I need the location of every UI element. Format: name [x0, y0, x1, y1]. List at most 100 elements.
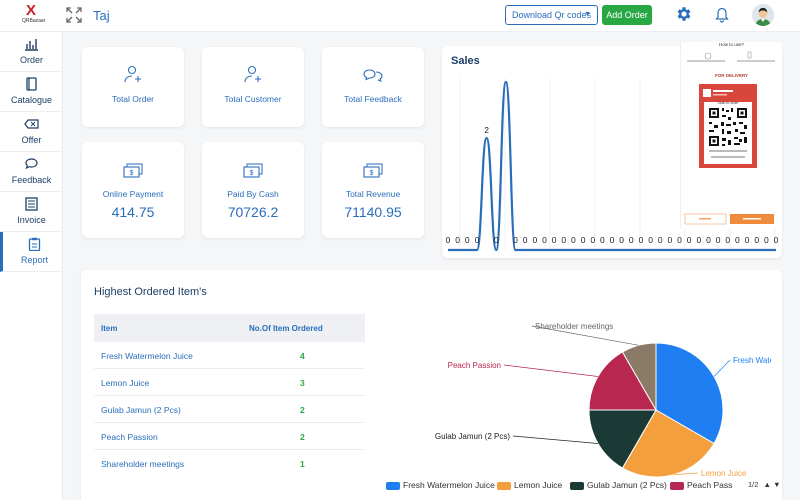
- sidebar-item-catalogue[interactable]: Catalogue: [0, 72, 63, 112]
- item-name: Shareholder meetings: [101, 459, 185, 469]
- app-logo[interactable]: X QRBazaar: [22, 2, 46, 27]
- sales-data-label: 0: [716, 235, 721, 245]
- column-item: Item: [101, 324, 118, 333]
- sales-title: Sales: [451, 55, 480, 67]
- legend-item[interactable]: Gulab Jamun (2 Pcs): [570, 480, 667, 490]
- sidebar-item-offer[interactable]: Offer: [0, 112, 63, 152]
- download-qr-button[interactable]: Download Qr codes ▼: [505, 5, 598, 25]
- sidebar-item-order[interactable]: Order: [0, 32, 63, 72]
- pie-slice-label: Lemon Juice: [701, 469, 747, 478]
- sales-data-label: 0: [754, 235, 759, 245]
- total-feedback-card[interactable]: Total Feedback: [322, 47, 424, 127]
- sales-data-label: 0: [764, 235, 769, 245]
- pie-slice-label: Shareholder meetings: [535, 322, 613, 331]
- download-qr-label: Download Qr codes: [512, 10, 592, 20]
- sales-series-line: [448, 80, 776, 252]
- online-payment-value: 414.75: [111, 204, 155, 220]
- sidebar-item-label: Offer: [21, 135, 42, 145]
- cash-icon: $: [363, 163, 383, 178]
- legend-item[interactable]: Fresh Watermelon Juice: [386, 480, 495, 490]
- sales-data-label: 0: [455, 235, 460, 245]
- sales-data-label: 0: [668, 235, 673, 245]
- pager-up-icon[interactable]: ▲: [763, 480, 771, 489]
- pie-slice[interactable]: [655, 342, 724, 445]
- pie-slice-label: Peach Passion: [448, 361, 501, 370]
- paid-by-cash-label: Paid By Cash: [227, 189, 279, 199]
- legend-pager: 1/2 ▲ ▼: [748, 480, 781, 489]
- paid-by-cash-value: 70726.2: [227, 204, 279, 220]
- legend-label: Fresh Watermelon Juice: [403, 480, 495, 490]
- sales-data-label: 0: [696, 235, 701, 245]
- qr-card-graphic: [684, 51, 775, 225]
- bell-icon[interactable]: [715, 7, 729, 23]
- pie-label-leader: [673, 472, 699, 476]
- user-avatar-icon: [752, 4, 774, 26]
- caret-down-icon: ▼: [584, 11, 591, 18]
- pie-slice-label: Fresh Watermelon Juice: [733, 356, 771, 365]
- legend-swatch: [497, 481, 511, 490]
- sales-data-label: 0: [552, 235, 557, 245]
- pie-legend: Fresh Watermelon Juice Lemon Juice Gulab…: [386, 480, 786, 494]
- sales-data-label: 0: [494, 235, 499, 245]
- sales-data-label: 0: [639, 235, 644, 245]
- table-row: Gulab Jamun (2 Pcs) 2: [94, 396, 365, 423]
- table-row: Lemon Juice 3: [94, 369, 365, 396]
- sales-data-label: 0: [561, 235, 566, 245]
- total-customer-card[interactable]: Total Customer: [202, 47, 304, 127]
- sales-data-label: 0: [590, 235, 595, 245]
- qr-code-preview[interactable]: How to use? FOR DELIVERY Sca: [680, 42, 782, 228]
- sales-data-label: 0: [446, 235, 451, 245]
- sidebar-item-label: Catalogue: [10, 95, 53, 105]
- pie-slice[interactable]: [588, 409, 657, 469]
- sidebar-item-report[interactable]: Report: [0, 232, 63, 272]
- online-payment-card[interactable]: $ Online Payment 414.75: [82, 142, 184, 238]
- logo-subtitle: QRBazaar: [22, 18, 46, 24]
- tag-icon: [24, 119, 39, 129]
- invoice-icon: [25, 197, 38, 211]
- table-row: Peach Passion 2: [94, 423, 365, 450]
- scan-to-order-label: Scan to order: [717, 101, 739, 105]
- sales-data-label: 2: [484, 125, 489, 135]
- avatar[interactable]: [752, 4, 774, 26]
- legend-item[interactable]: Lemon Juice: [497, 480, 562, 490]
- sidebar-item-label: Feedback: [11, 175, 52, 185]
- logo-letter: X: [25, 2, 36, 19]
- gear-icon[interactable]: [675, 5, 693, 23]
- pie-label-leader: [531, 325, 639, 346]
- sales-data-label: 0: [658, 235, 663, 245]
- items-pie-chart: Fresh Watermelon Juice Lemon Juice Gulab J…: [435, 322, 771, 478]
- paid-by-cash-card[interactable]: $ Paid By Cash 70726.2: [202, 142, 304, 238]
- item-count: 2: [300, 432, 305, 442]
- add-user-icon: [124, 65, 141, 83]
- sales-data-label: 0: [629, 235, 634, 245]
- sales-data-label: 0: [725, 235, 730, 245]
- total-order-label: Total Order: [111, 94, 155, 104]
- sidebar-item-feedback[interactable]: Feedback: [0, 152, 63, 192]
- shop-name: Taj: [93, 8, 110, 23]
- add-order-button[interactable]: Add Order: [602, 5, 652, 25]
- legend-item[interactable]: Peach Pass: [670, 480, 732, 490]
- how-to-use-label: How to use?: [718, 42, 744, 47]
- legend-swatch: [670, 481, 684, 490]
- top-header: X QRBazaar Taj Download Qr codes ▼ Add O…: [0, 0, 800, 32]
- total-revenue-card[interactable]: $ Total Revenue 71140.95: [322, 142, 424, 238]
- sales-data-label: 0: [648, 235, 653, 245]
- fullscreen-icon[interactable]: [66, 7, 82, 23]
- legend-label: Lemon Juice: [514, 480, 563, 490]
- legend-label: Gulab Jamun (2 Pcs): [587, 480, 667, 490]
- item-count: 1: [300, 459, 305, 469]
- clipboard-icon: [28, 237, 41, 251]
- total-order-card[interactable]: Total Order: [82, 47, 184, 127]
- pie-slice[interactable]: [588, 351, 657, 411]
- svg-text:$: $: [130, 170, 134, 177]
- sales-data-label: 0: [542, 235, 547, 245]
- sales-data-label: 0: [600, 235, 605, 245]
- sales-data-label: 0: [610, 235, 615, 245]
- pager-down-icon[interactable]: ▼: [773, 480, 781, 489]
- item-name: Peach Passion: [101, 432, 158, 442]
- item-count: 3: [300, 378, 305, 388]
- sales-data-label: 0: [513, 235, 518, 245]
- item-name: Lemon Juice: [101, 378, 150, 388]
- sidebar-item-invoice[interactable]: Invoice: [0, 192, 63, 232]
- highest-ordered-title: Highest Ordered Item's: [94, 286, 207, 298]
